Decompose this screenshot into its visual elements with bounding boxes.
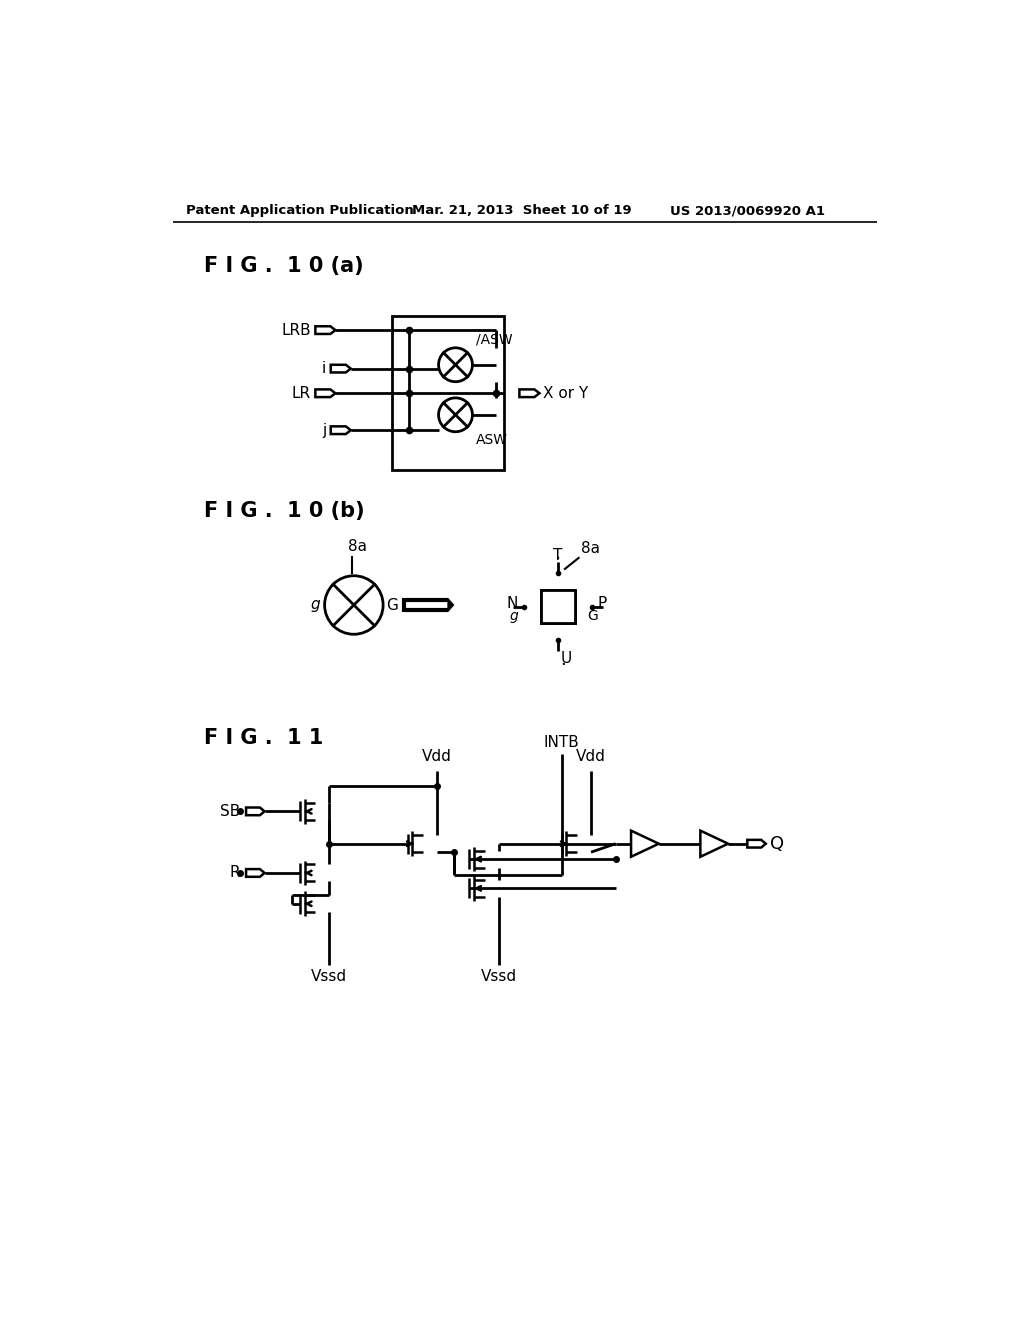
Polygon shape — [331, 426, 351, 434]
Text: 8a: 8a — [581, 541, 600, 556]
Text: Q: Q — [770, 834, 784, 853]
Text: ASW: ASW — [475, 433, 508, 447]
Text: P: P — [598, 595, 607, 611]
Text: .: . — [560, 651, 566, 669]
Text: g: g — [310, 598, 319, 612]
Text: US 2013/0069920 A1: US 2013/0069920 A1 — [670, 205, 824, 218]
Text: .: . — [555, 544, 561, 564]
Text: N: N — [507, 595, 518, 611]
Polygon shape — [315, 326, 336, 334]
Text: LR: LR — [292, 385, 310, 401]
Polygon shape — [246, 869, 264, 876]
Polygon shape — [748, 840, 766, 847]
Text: G: G — [386, 598, 398, 612]
Text: Vssd: Vssd — [480, 969, 517, 985]
Text: G: G — [587, 609, 598, 623]
Text: F I G .  1 1: F I G . 1 1 — [204, 729, 324, 748]
Text: Mar. 21, 2013  Sheet 10 of 19: Mar. 21, 2013 Sheet 10 of 19 — [412, 205, 631, 218]
Text: 8a: 8a — [348, 539, 367, 554]
Polygon shape — [315, 389, 336, 397]
Text: /ASW: /ASW — [475, 333, 512, 346]
Text: F I G .  1 0 (b): F I G . 1 0 (b) — [204, 502, 365, 521]
Bar — [392, 317, 504, 470]
Text: U: U — [560, 651, 571, 667]
Text: INTB: INTB — [544, 735, 580, 750]
Text: LRB: LRB — [282, 322, 310, 338]
Text: Vdd: Vdd — [422, 750, 452, 764]
Bar — [541, 590, 574, 623]
Polygon shape — [447, 598, 454, 612]
Text: Vdd: Vdd — [577, 750, 606, 764]
Bar — [541, 590, 574, 623]
Text: Patent Application Publication: Patent Application Publication — [186, 205, 414, 218]
Text: T: T — [553, 548, 562, 564]
Text: R: R — [229, 866, 240, 880]
Polygon shape — [246, 808, 264, 816]
Text: i: i — [322, 362, 326, 376]
Text: SB: SB — [220, 804, 240, 818]
Text: j: j — [322, 422, 326, 438]
Text: Vssd: Vssd — [311, 969, 347, 985]
Text: g: g — [509, 609, 518, 623]
Text: X or Y: X or Y — [543, 385, 588, 401]
Text: F I G .  1 0 (a): F I G . 1 0 (a) — [204, 256, 364, 276]
Polygon shape — [519, 389, 540, 397]
Polygon shape — [331, 364, 351, 372]
